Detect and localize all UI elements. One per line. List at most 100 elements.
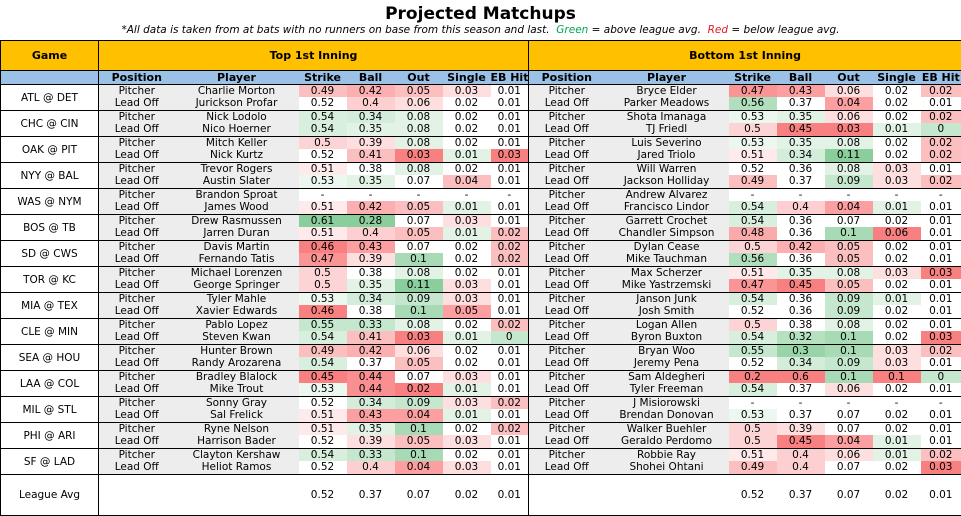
top-eb-hit-cell: 0.01 [490, 162, 530, 175]
top-player-cell: Jarren Duran [174, 227, 299, 241]
bottom-eb-hit-cell: 0.02 [920, 344, 961, 357]
bottom-single-cell: 0.02 [872, 331, 921, 345]
legend-red-text: = below league avg. [731, 24, 840, 36]
top-position-cell: Pitcher [98, 344, 175, 357]
bottom-out-cell: 0.08 [824, 318, 873, 331]
table-row: ATL @ DET Pitcher Charlie Morton 0.49 0.42 0.… [0, 84, 961, 111]
bottom-position-cell: Lead Off [528, 201, 605, 215]
top-strike-cell: 0.45 [298, 370, 347, 383]
bottom-single-cell: 0.02 [884, 423, 909, 435]
bottom-ball-cell: 0.37 [776, 409, 825, 423]
top-player-cell: Tyler Mahle [174, 292, 299, 305]
top-ball-cell: 0.34 [346, 396, 395, 409]
top-strike-cell: - [320, 189, 325, 201]
bottom-eb-hit-cell: 0.01 [920, 292, 961, 305]
top-strike-cell: 0.51 [298, 422, 347, 435]
top-eb-hit-cell: 0.01 [490, 357, 530, 371]
bottom-position-cell: Lead Off [528, 331, 605, 345]
bottom-out-cell: 0.09 [824, 175, 873, 189]
top-strike-cell: 0.54 [298, 448, 347, 461]
top-single-cell: 0.03 [442, 279, 491, 293]
bottom-player-cell: Walker Buehler [604, 422, 729, 435]
top-out-cell: 0.08 [394, 136, 443, 149]
top-strike-cell: 0.5 [298, 279, 347, 293]
top-out-cell: 0.05 [394, 201, 443, 215]
bottom-single-cell: 0.02 [884, 137, 909, 149]
bottom-position-cell: Lead Off [528, 305, 605, 319]
bottom-position-cell: Pitcher [528, 448, 605, 461]
top-strike-cell: 0.52 [310, 397, 335, 409]
top-player-cell: Nico Hoerner [174, 123, 299, 137]
bottom-eb-hit-cell: 0.01 [920, 305, 961, 319]
bottom-out-cell: 0.04 [824, 435, 873, 449]
top-out-cell: 0.02 [394, 383, 443, 397]
bottom-player-cell: Andrew Alvarez [604, 188, 729, 201]
top-position-cell: Lead Off [98, 97, 175, 111]
legend-green-text: = above league avg. [591, 24, 701, 36]
bottom-strike-cell: 0.51 [728, 149, 777, 163]
top-eb-hit-cell: 0.01 [490, 344, 530, 357]
bottom-player-cell: Logan Allen [604, 318, 729, 331]
bottom-ball-cell: 0.35 [776, 266, 825, 279]
top-avg-strike: 0.52 [298, 474, 347, 516]
top-ball-cell: 0.33 [346, 318, 395, 331]
top-eb-hit-cell: 0.01 [490, 110, 530, 123]
top-strike-cell: 0.53 [298, 175, 347, 189]
top-eb-hit-cell: 0.02 [490, 227, 530, 241]
bottom-strike-cell: 0.54 [728, 383, 777, 397]
bottom-player-cell: Jackson Holliday [604, 175, 729, 189]
bottom-eb-hit-cell: 0.02 [920, 84, 961, 97]
game-label: MIL @ STL [0, 396, 99, 423]
bottom-eb-hit-cell: 0.01 [920, 253, 961, 267]
top-single-cell: 0.02 [454, 267, 479, 279]
bottom-single-cell: - [894, 397, 899, 409]
bottom-out-cell: 0.07 [824, 409, 873, 423]
bottom-ball-cell: 0.36 [788, 163, 813, 175]
bottom-single-cell: 0.02 [872, 253, 921, 267]
table-row: Lead Off George Springer 0.5 0.35 0.11 0.03 0.… [1, 279, 961, 293]
table-row: TOR @ KC Pitcher Michael Lorenzen 0.5 0.38 0.… [0, 266, 961, 293]
top-out-cell: 0.08 [394, 123, 443, 137]
top-eb-hit-cell: 0.02 [490, 422, 530, 435]
bottom-eb-hit-cell: - [920, 396, 961, 409]
header-row-columns: Position Player Strike Ball Out Single E… [0, 70, 961, 85]
top-eb-hit-cell: 0.01 [490, 448, 530, 461]
bottom-strike-cell: 0.5 [728, 435, 777, 449]
top-strike-cell: 0.5 [298, 136, 347, 149]
bottom-single-cell: 0.02 [884, 215, 909, 227]
top-strike-cell: 0.54 [298, 110, 347, 123]
game-label: OAK @ PIT [0, 136, 99, 163]
top-player-cell: Hunter Brown [174, 344, 299, 357]
bottom-out-cell: 0.08 [824, 266, 873, 279]
top-player-cell: Drew Rasmussen [174, 214, 299, 227]
top-eb-hit-cell: 0.01 [490, 279, 530, 293]
bottom-ball-cell: 0.36 [788, 293, 813, 305]
top-out-cell: 0.08 [394, 110, 443, 123]
bottom-eb-hit-cell: 0 [920, 370, 961, 383]
top-player-cell: Harrison Bader [174, 435, 299, 449]
top-out-cell: 0.08 [394, 318, 443, 331]
top-out-cell: 0.07 [406, 371, 431, 383]
table-row: Lead Off Harrison Bader 0.52 0.39 0.05 0.03 0.… [1, 435, 961, 449]
top-player-cell: Pablo Lopez [174, 318, 299, 331]
bottom-strike-cell: 0.47 [728, 84, 777, 97]
top-eb-hit-cell: 0.01 [490, 201, 530, 215]
top-avg-blank [174, 474, 299, 516]
top-eb-hit-cell: - [490, 188, 530, 201]
col-strike: Strike [298, 70, 347, 85]
top-strike-cell: 0.61 [298, 214, 347, 227]
bottom-strike-cell: 0.47 [728, 279, 777, 293]
table-row: Lead Off Nico Hoerner 0.54 0.35 0.08 0.02 0.01… [1, 123, 961, 137]
table-row: CLE @ MIN Pitcher Pablo Lopez 0.55 0.33 0.08 0… [0, 318, 961, 345]
top-strike-cell: 0.46 [298, 240, 347, 253]
top-eb-hit-cell: 0.01 [490, 409, 530, 423]
table-row: PHI @ ARI Pitcher Ryne Nelson 0.51 0.35 0.1 0.… [0, 422, 961, 449]
top-ball-cell: 0.41 [346, 149, 395, 163]
top-ball-cell: 0.4 [346, 461, 395, 475]
top-eb-hit-cell: 0.03 [490, 149, 530, 163]
bottom-out-cell: 0.09 [824, 292, 873, 305]
bottom-single-cell: - [894, 189, 899, 201]
top-position-cell: Pitcher [98, 448, 175, 461]
bottom-single-cell: 0.06 [872, 227, 921, 241]
bottom-eb-hit-cell: - [920, 188, 961, 201]
